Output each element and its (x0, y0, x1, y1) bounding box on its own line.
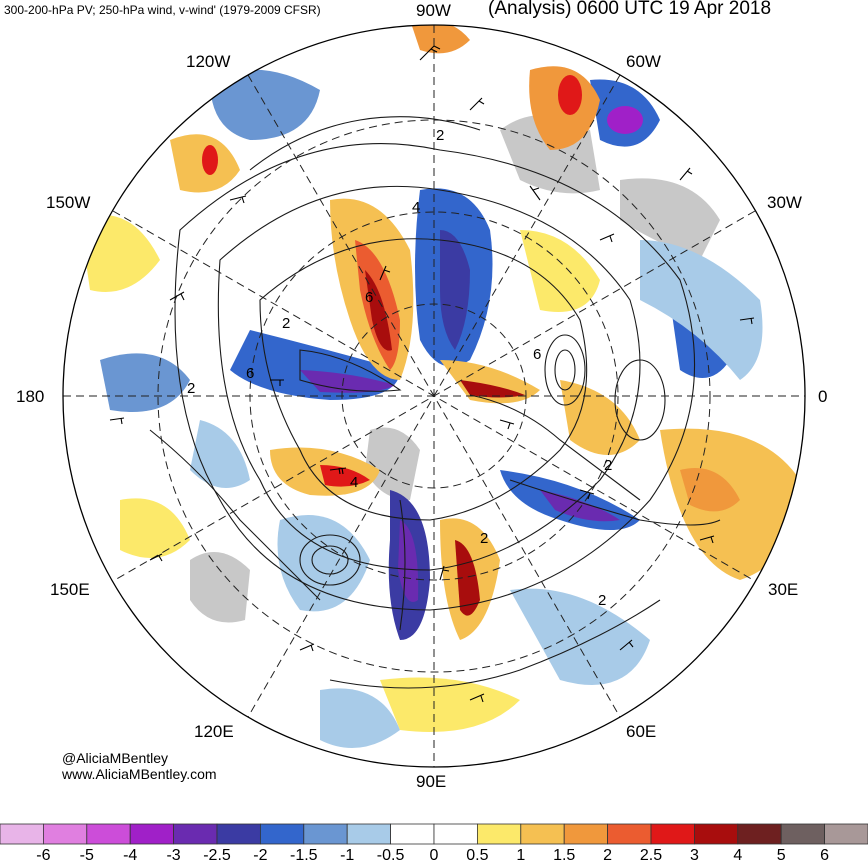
colorbar-tick-label: -3 (166, 847, 181, 864)
colorbar-swatch (0, 823, 44, 845)
colorbar-swatch (390, 823, 435, 845)
colorbar-tick-label: -1.5 (290, 847, 318, 864)
contour-label: 6 (533, 346, 541, 363)
colorbar-tick-label: -6 (36, 847, 51, 864)
colorbar-swatch (780, 823, 826, 845)
analysis-time: (Analysis) 0600 UTC 19 Apr 2018 (488, 0, 772, 19)
colorbar-tick-label: -1 (340, 847, 355, 864)
contour-label: 4 (412, 199, 420, 216)
contour-label: 6 (246, 365, 254, 382)
colorbar-swatch (259, 823, 305, 845)
map-title: 300-200-hPa PV; 250-hPa wind, v-wind' (1… (4, 3, 321, 17)
colorbar-swatch (346, 823, 392, 845)
colorbar-tick-label: 1 (516, 847, 526, 864)
lon-label-150w: 150W (46, 193, 91, 212)
lon-label-30e: 30E (768, 580, 799, 599)
colorbar-tick-label: -2 (253, 847, 268, 864)
colorbar-swatch (433, 823, 478, 845)
contour-label: 2 (282, 315, 290, 332)
colorbar-tick-label: 2.5 (639, 847, 663, 864)
contour-label: 2 (187, 380, 195, 397)
colorbar-tick-label: 6 (820, 847, 830, 864)
colorbar-tick-label: 5 (776, 847, 786, 864)
colorbar-swatch (824, 823, 868, 845)
map-boundary (62, 24, 806, 768)
polar-map: 2 4 6 2 6 2 4 6 2 2 2 (62, 24, 806, 768)
colorbar-swatch (173, 823, 218, 845)
map-disk (63, 25, 805, 767)
lon-label-60e: 60E (626, 722, 657, 741)
colorbar-tick-label: -4 (123, 847, 138, 864)
colorbar-swatch (216, 823, 261, 845)
land-shading (190, 552, 250, 623)
colorbar-tick-label: 1.5 (553, 847, 576, 864)
colorbar-swatch (563, 823, 609, 845)
credit-handle: @AliciaMBentley (62, 750, 169, 766)
lon-label-60w: 60W (626, 52, 661, 71)
colorbar-tick-label: 4 (733, 847, 743, 864)
lon-label-120e: 120E (194, 722, 234, 741)
pv-contours (149, 116, 721, 689)
contour-label: 4 (350, 474, 358, 491)
land-shading (620, 178, 720, 260)
colorbar-tick-label: 0.5 (466, 847, 489, 864)
colorbar-swatch (86, 823, 131, 845)
colorbar-swatch (129, 823, 174, 845)
colorbar-tick-label: 0 (429, 847, 439, 864)
contour-label: 2 (436, 127, 444, 144)
wind-barbs (109, 45, 755, 703)
credit-website: www.AliciaMBentley.com (62, 766, 217, 782)
colorbar (0, 823, 868, 845)
colorbar-swatch (607, 823, 652, 845)
contour-label: 2 (598, 592, 606, 609)
colorbar-tick-label: -0.5 (376, 847, 405, 864)
lon-label-90w: 90W (416, 1, 451, 20)
contour-label: 2 (480, 530, 488, 547)
lon-label-120w: 120W (186, 52, 231, 71)
lon-label-90e: 90E (416, 772, 447, 791)
colorbar-tick-label: 3 (689, 847, 699, 864)
colorbar-swatch (694, 823, 739, 845)
colorbar-swatch (520, 823, 565, 845)
colorbar-tick-label: 2 (603, 847, 613, 864)
colorbar-swatch (303, 823, 348, 845)
colorbar-swatch (650, 823, 695, 845)
land-shading (365, 427, 420, 500)
graticule (63, 25, 805, 767)
contour-label-group: 2 4 6 2 6 2 4 6 2 2 2 (187, 127, 612, 609)
negative-anomalies (100, 69, 763, 748)
lon-label-180: 180 (16, 387, 45, 406)
lon-label-30w: 30W (767, 193, 802, 212)
contour-label: 2 (604, 457, 612, 474)
colorbar-swatch (476, 823, 522, 845)
lon-label-150e: 150E (50, 580, 90, 599)
colorbar-swatch (737, 823, 782, 845)
colorbar-swatch (43, 823, 88, 845)
colorbar-tick-label: -5 (79, 847, 94, 864)
colorbar-tick-label: -2.5 (203, 847, 231, 864)
contour-label: 6 (365, 289, 373, 306)
lon-label-0: 0 (818, 387, 828, 406)
